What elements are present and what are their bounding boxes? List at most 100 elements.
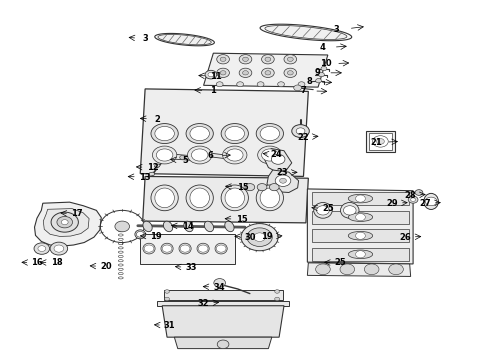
Text: 17: 17 <box>71 210 83 219</box>
Text: 21: 21 <box>370 138 382 147</box>
Text: 19: 19 <box>261 232 273 241</box>
Bar <box>312 211 409 224</box>
Text: 24: 24 <box>271 150 283 159</box>
Circle shape <box>50 242 68 255</box>
Ellipse shape <box>143 243 155 254</box>
Circle shape <box>165 297 170 301</box>
Circle shape <box>186 123 213 144</box>
Circle shape <box>247 228 272 247</box>
Circle shape <box>296 128 305 134</box>
Polygon shape <box>34 202 101 246</box>
Circle shape <box>239 55 252 64</box>
Ellipse shape <box>348 250 373 258</box>
Ellipse shape <box>225 188 245 208</box>
Polygon shape <box>148 172 155 176</box>
Polygon shape <box>267 170 298 193</box>
Text: 19: 19 <box>150 232 162 241</box>
Polygon shape <box>143 176 308 223</box>
Circle shape <box>54 245 64 252</box>
Circle shape <box>343 206 356 215</box>
Circle shape <box>180 156 186 159</box>
Circle shape <box>278 82 285 87</box>
Circle shape <box>321 66 327 71</box>
Polygon shape <box>265 26 347 39</box>
Polygon shape <box>203 53 328 87</box>
Circle shape <box>280 178 287 183</box>
Polygon shape <box>158 35 211 45</box>
Circle shape <box>38 246 46 251</box>
Circle shape <box>162 245 172 252</box>
Circle shape <box>425 197 437 206</box>
Text: 9: 9 <box>314 68 320 77</box>
Text: 7: 7 <box>300 86 306 95</box>
Circle shape <box>262 68 274 77</box>
Text: 25: 25 <box>322 204 334 213</box>
Text: 29: 29 <box>387 199 398 208</box>
Ellipse shape <box>179 243 191 254</box>
Bar <box>140 234 235 264</box>
Circle shape <box>288 71 293 75</box>
Bar <box>312 248 409 261</box>
Circle shape <box>241 224 278 251</box>
Circle shape <box>292 125 309 138</box>
Circle shape <box>151 123 178 144</box>
Circle shape <box>180 245 190 252</box>
Text: 20: 20 <box>100 262 112 271</box>
Polygon shape <box>162 306 284 337</box>
Text: 18: 18 <box>50 258 62 267</box>
Polygon shape <box>140 89 308 176</box>
Circle shape <box>408 196 418 203</box>
Circle shape <box>243 71 248 75</box>
Text: 16: 16 <box>31 258 43 267</box>
Text: 14: 14 <box>182 222 194 231</box>
Circle shape <box>57 216 73 228</box>
Polygon shape <box>174 337 272 348</box>
Ellipse shape <box>314 203 332 218</box>
Text: 3: 3 <box>334 26 340 35</box>
Ellipse shape <box>424 193 439 210</box>
Circle shape <box>265 71 271 75</box>
Text: 27: 27 <box>419 199 431 208</box>
Circle shape <box>294 85 301 91</box>
Ellipse shape <box>348 213 373 221</box>
Circle shape <box>262 149 278 161</box>
Text: 10: 10 <box>319 59 331 68</box>
Circle shape <box>356 232 366 239</box>
Polygon shape <box>260 24 352 41</box>
Text: 34: 34 <box>213 283 225 292</box>
Polygon shape <box>43 208 89 237</box>
Circle shape <box>34 243 49 254</box>
Circle shape <box>152 146 177 164</box>
Ellipse shape <box>221 185 248 211</box>
Text: 25: 25 <box>334 258 346 267</box>
Ellipse shape <box>215 243 227 254</box>
Text: 5: 5 <box>182 156 188 165</box>
Text: 8: 8 <box>306 77 312 86</box>
Ellipse shape <box>151 185 178 211</box>
Circle shape <box>221 123 248 144</box>
Text: 12: 12 <box>147 163 158 172</box>
Circle shape <box>205 70 217 79</box>
Ellipse shape <box>256 185 284 211</box>
Circle shape <box>156 149 173 161</box>
Polygon shape <box>265 149 292 172</box>
Circle shape <box>220 57 226 62</box>
Ellipse shape <box>163 221 172 232</box>
Circle shape <box>298 82 305 87</box>
Ellipse shape <box>260 188 280 208</box>
Bar <box>164 290 283 300</box>
Circle shape <box>340 264 355 275</box>
Circle shape <box>190 126 209 141</box>
Circle shape <box>356 195 366 202</box>
Circle shape <box>237 82 244 87</box>
Circle shape <box>239 68 252 77</box>
Text: 4: 4 <box>320 43 326 52</box>
Ellipse shape <box>341 203 359 218</box>
Circle shape <box>257 184 267 191</box>
Circle shape <box>258 146 282 164</box>
Text: 1: 1 <box>210 86 216 95</box>
Ellipse shape <box>143 221 152 232</box>
Circle shape <box>318 72 324 77</box>
Circle shape <box>198 245 208 252</box>
Text: 28: 28 <box>405 191 416 200</box>
